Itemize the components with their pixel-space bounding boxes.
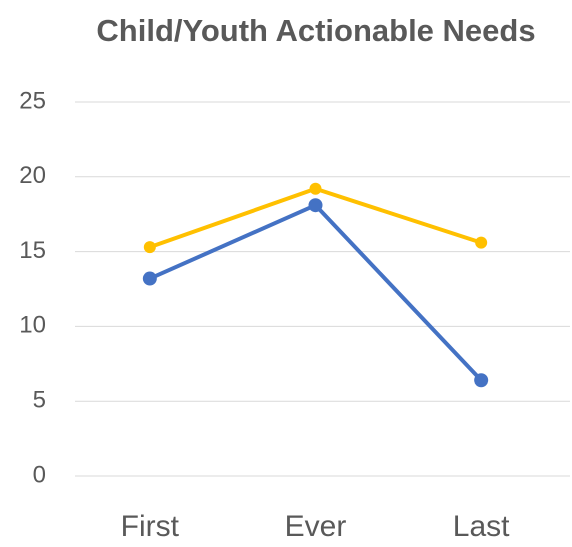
point bbox=[474, 373, 489, 388]
y-tick-label: 15 bbox=[19, 237, 46, 264]
point bbox=[142, 271, 157, 286]
y-tick-label: 20 bbox=[19, 162, 46, 189]
point bbox=[309, 182, 322, 195]
series-line bbox=[149, 186, 482, 249]
y-tick-label: 10 bbox=[19, 312, 46, 339]
y-tick-label: 5 bbox=[33, 387, 46, 414]
point bbox=[308, 198, 323, 213]
x-tick-label: First bbox=[121, 510, 180, 543]
x-tick-label: Last bbox=[453, 510, 510, 543]
point bbox=[143, 241, 156, 254]
point bbox=[475, 236, 488, 249]
y-tick-label: 0 bbox=[33, 461, 46, 488]
x-tick-label: Ever bbox=[285, 510, 347, 543]
y-tick-label: 25 bbox=[19, 87, 46, 114]
chart-title: Child/Youth Actionable Needs bbox=[96, 13, 536, 48]
